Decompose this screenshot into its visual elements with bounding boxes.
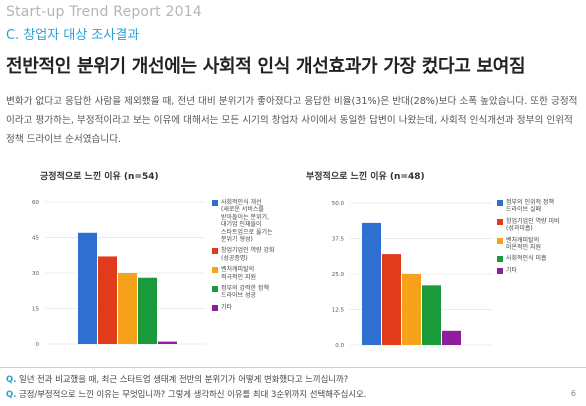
legend-item: 창업기업인 역량 강화 (성공증명) bbox=[212, 247, 294, 262]
legend-label: 기타 bbox=[221, 303, 233, 311]
legend-item: 기타 bbox=[497, 267, 579, 274]
chart-title-positive: 긍정적으로 느낀 이유 (n=54) bbox=[40, 172, 159, 182]
question-1: Q. 일년 전과 비교했을 때, 최근 스타트업 생태계 전반의 분위기가 어떻… bbox=[6, 373, 348, 385]
y-tick-label: 30 bbox=[32, 271, 39, 277]
positive-reasons-chart: 0 15 30 45 60 bbox=[32, 200, 205, 348]
section-label: C. 창업자 대상 조사결과 bbox=[6, 28, 140, 43]
legend-label: 정부의 인위적 정책 드라이브 실패 bbox=[506, 199, 554, 214]
legend-item: 창업기업인 역량 미비 (성과미흡) bbox=[497, 218, 579, 233]
legend-item: 정부의 강력한 정책 드라이브 성공 bbox=[212, 285, 294, 300]
y-tick-label: 60 bbox=[32, 200, 39, 206]
y-tick-label: 45 bbox=[32, 236, 39, 242]
legend-item: 벤처캐피탈의 적극적인 지원 bbox=[212, 266, 294, 281]
legend-item: 사회적인식 미흡 bbox=[497, 255, 579, 263]
bar bbox=[382, 254, 401, 345]
legend-label: 벤처캐피탈의 적극적인 지원 bbox=[221, 266, 257, 281]
bar bbox=[138, 277, 157, 344]
y-tick-label: 0 bbox=[36, 342, 40, 348]
question-1-text: 일년 전과 비교했을 때, 최근 스타트업 생태계 전반의 분위기가 어떻게 변… bbox=[18, 374, 349, 384]
report-title: Start-up Trend Report 2014 bbox=[6, 4, 202, 20]
bar bbox=[158, 341, 177, 344]
footer-divider bbox=[0, 367, 586, 368]
bar bbox=[422, 285, 441, 345]
question-2: Q. 긍정/부정적으로 느낀 이유는 무엇입니까? 그렇게 생각하신 이유를 최… bbox=[6, 388, 366, 400]
legend-item: 벤처캐피탈의 미온적인 지원 bbox=[497, 237, 579, 252]
bar bbox=[402, 274, 421, 345]
legend-label: 창업기업인 역량 미비 (성과미흡) bbox=[506, 217, 560, 233]
negative-reasons-chart: 0.0 12.5 25.0 37.5 50.0 bbox=[332, 201, 492, 349]
q-mark: Q. bbox=[6, 389, 17, 399]
legend-swatch bbox=[212, 286, 218, 293]
y-tick-label: 37.5 bbox=[332, 237, 345, 243]
bar bbox=[442, 330, 461, 345]
q-mark: Q. bbox=[6, 374, 17, 384]
legend-swatch bbox=[497, 267, 503, 274]
y-tick-label: 12.5 bbox=[332, 308, 345, 314]
legend-item: 정부의 인위적 정책 드라이브 실패 bbox=[497, 199, 579, 214]
legend-label: 창업기업인 역량 강화 (성공증명) bbox=[221, 247, 275, 262]
y-tick-label: 15 bbox=[32, 307, 39, 313]
page-number: 6 bbox=[570, 389, 576, 398]
headline: 전반적인 분위기 개선에는 사회적 인식 개선효과가 가장 컸다고 보여짐 bbox=[6, 56, 526, 77]
legend-label: 정부의 강력한 정책 드라이브 성공 bbox=[221, 285, 269, 300]
legend-label: 사회적인식 개선 (새로운 서비스를 받아들이는 분위기, 대기업 인재들이 스타트업으… bbox=[221, 199, 273, 244]
legend-swatch bbox=[212, 200, 218, 206]
question-2-text: 긍정/부정적으로 느낀 이유는 무엇입니까? 그렇게 생각하신 이유를 최대 3… bbox=[18, 389, 367, 399]
chart-title-negative: 부정적으로 느낀 이유 (n=48) bbox=[306, 172, 425, 182]
y-tick-label: 50.0 bbox=[332, 201, 345, 207]
legend-item: 사회적인식 개선 (새로운 서비스를 받아들이는 분위기, 대기업 인재들이 스타트업으… bbox=[212, 199, 294, 243]
bar bbox=[362, 222, 381, 345]
legend-label: 사회적인식 미흡 bbox=[506, 255, 547, 263]
y-tick-label: 25.0 bbox=[332, 272, 345, 278]
legend-swatch bbox=[212, 267, 218, 274]
legend-item: 기타 bbox=[212, 304, 294, 311]
legend-swatch bbox=[497, 200, 503, 206]
legend-label: 기타 bbox=[506, 266, 518, 274]
legend-label: 벤처캐피탈의 미온적인 지원 bbox=[506, 236, 542, 252]
legend-swatch bbox=[212, 304, 218, 311]
bar bbox=[98, 256, 117, 344]
bar bbox=[78, 232, 97, 344]
y-tick-label: 0.0 bbox=[335, 343, 344, 349]
body-text: 변화가 없다고 응답한 사람을 제외했을 때, 전년 대비 분위기가 좋아졌다고… bbox=[6, 96, 578, 145]
legend-swatch bbox=[497, 237, 503, 244]
legend-swatch bbox=[497, 218, 503, 225]
bar bbox=[118, 273, 137, 344]
positive-legend: 사회적인식 개선 (새로운 서비스를 받아들이는 분위기, 대기업 인재들이 스타트업으… bbox=[212, 199, 294, 315]
legend-swatch bbox=[212, 248, 218, 255]
legend-swatch bbox=[497, 256, 503, 263]
